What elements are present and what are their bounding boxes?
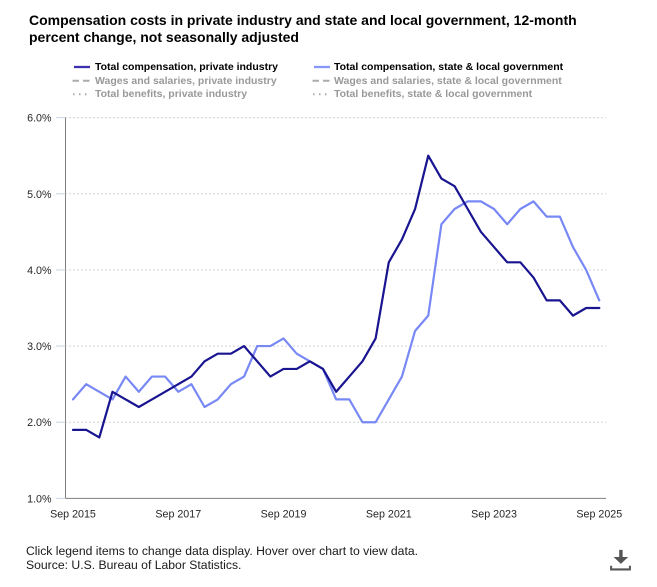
svg-text:Sep 2025: Sep 2025 [576,508,622,520]
svg-text:Sep 2017: Sep 2017 [155,508,201,520]
svg-text:1.0%: 1.0% [27,493,52,505]
svg-text:5.0%: 5.0% [27,189,52,201]
svg-text:3.0%: 3.0% [27,341,52,353]
svg-text:Sep 2023: Sep 2023 [471,508,517,520]
svg-text:Sep 2015: Sep 2015 [50,508,96,520]
svg-text:4.0%: 4.0% [27,265,52,277]
svg-text:Sep 2019: Sep 2019 [261,508,307,520]
svg-text:2.0%: 2.0% [27,417,52,429]
svg-text:Sep 2021: Sep 2021 [366,508,412,520]
svg-text:6.0%: 6.0% [27,113,52,125]
